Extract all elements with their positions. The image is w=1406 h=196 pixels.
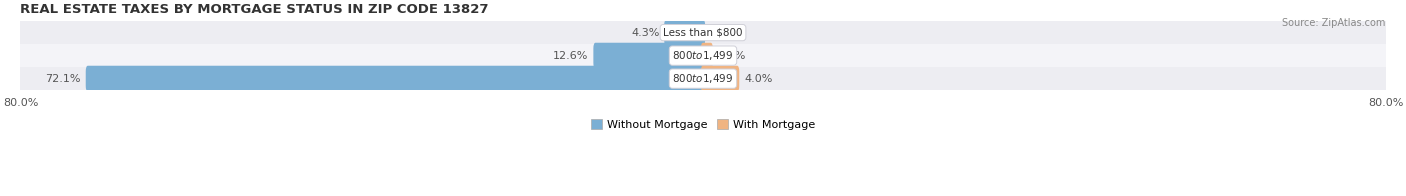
Text: 12.6%: 12.6% (554, 51, 589, 61)
Text: $800 to $1,499: $800 to $1,499 (672, 72, 734, 85)
Text: 0.9%: 0.9% (717, 51, 745, 61)
Bar (21, 67, 1385, 90)
Text: 0.0%: 0.0% (710, 28, 738, 38)
FancyBboxPatch shape (593, 43, 706, 68)
Text: 72.1%: 72.1% (45, 74, 82, 84)
Text: Less than $800: Less than $800 (664, 28, 742, 38)
FancyBboxPatch shape (86, 66, 706, 92)
Text: 4.0%: 4.0% (744, 74, 772, 84)
FancyBboxPatch shape (700, 43, 713, 68)
Text: $800 to $1,499: $800 to $1,499 (672, 49, 734, 62)
Text: REAL ESTATE TAXES BY MORTGAGE STATUS IN ZIP CODE 13827: REAL ESTATE TAXES BY MORTGAGE STATUS IN … (21, 3, 489, 16)
FancyBboxPatch shape (664, 20, 706, 45)
Bar (21, 21, 1385, 44)
FancyBboxPatch shape (700, 66, 740, 92)
Bar (21, 44, 1385, 67)
Legend: Without Mortgage, With Mortgage: Without Mortgage, With Mortgage (586, 115, 820, 134)
Text: 4.3%: 4.3% (631, 28, 659, 38)
Text: Source: ZipAtlas.com: Source: ZipAtlas.com (1281, 18, 1385, 28)
